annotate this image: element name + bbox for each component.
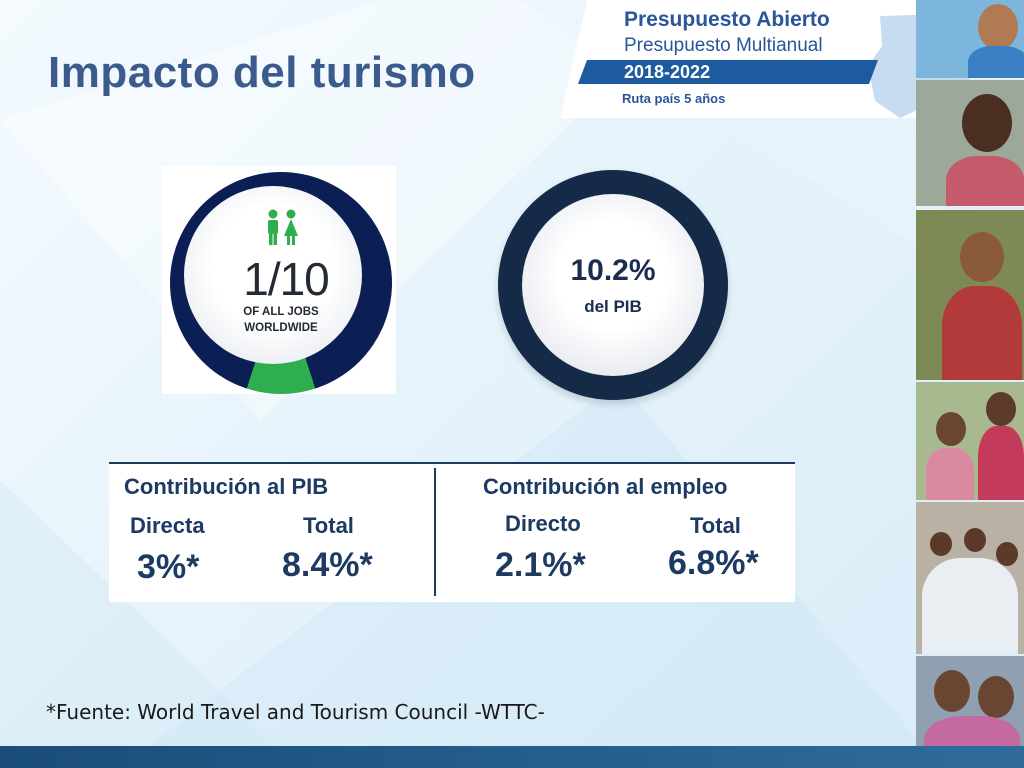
- pib-total-label: Total: [303, 513, 354, 538]
- pib-direct-value: 3%*: [137, 548, 200, 586]
- people-icon: [268, 209, 298, 245]
- employment-total-label: Total: [690, 513, 741, 538]
- employment-contribution-heading: Contribución al empleo: [483, 474, 728, 499]
- page-title: Impacto del turismo: [48, 48, 476, 97]
- pib-ring: [498, 170, 728, 400]
- logo-subtitle: Presupuesto Multianual: [624, 35, 823, 56]
- pib-share-value: 10.2%: [570, 254, 656, 287]
- photo-classroom: [916, 502, 1024, 654]
- pib-share-label: del PIB: [584, 297, 642, 316]
- jobs-caption-line2: WORLDWIDE: [244, 322, 318, 334]
- photo-elder: [916, 210, 1024, 380]
- photo-child-2: [916, 80, 1024, 206]
- pib-total-value: 8.4%*: [282, 546, 373, 584]
- logo-title: Presupuesto Abierto: [624, 8, 830, 31]
- bottom-bar: [0, 746, 1024, 768]
- logo-years-bar: [578, 60, 878, 84]
- photo-child-1: [916, 0, 1024, 78]
- jobs-caption-line1: OF ALL JOBS: [243, 306, 319, 318]
- photo-children-group: [916, 382, 1024, 500]
- contribution-panel: [109, 462, 795, 602]
- source-footnote: *Fuente: World Travel and Tourism Counci…: [46, 700, 545, 724]
- panel-divider: [434, 468, 436, 596]
- logo-years: 2018-2022: [624, 62, 711, 82]
- jobs-ratio-value: 1/10: [243, 253, 330, 305]
- pib-direct-label: Directa: [130, 513, 205, 538]
- employment-total-value: 6.8%*: [668, 544, 759, 582]
- pib-ring-center: [522, 194, 704, 376]
- employment-direct-value: 2.1%*: [495, 546, 586, 584]
- photo-strip: [916, 0, 1024, 768]
- pib-contribution-heading: Contribución al PIB: [124, 474, 329, 499]
- employment-direct-label: Directo: [505, 511, 581, 536]
- logo-tagline: Ruta país 5 años: [622, 91, 726, 106]
